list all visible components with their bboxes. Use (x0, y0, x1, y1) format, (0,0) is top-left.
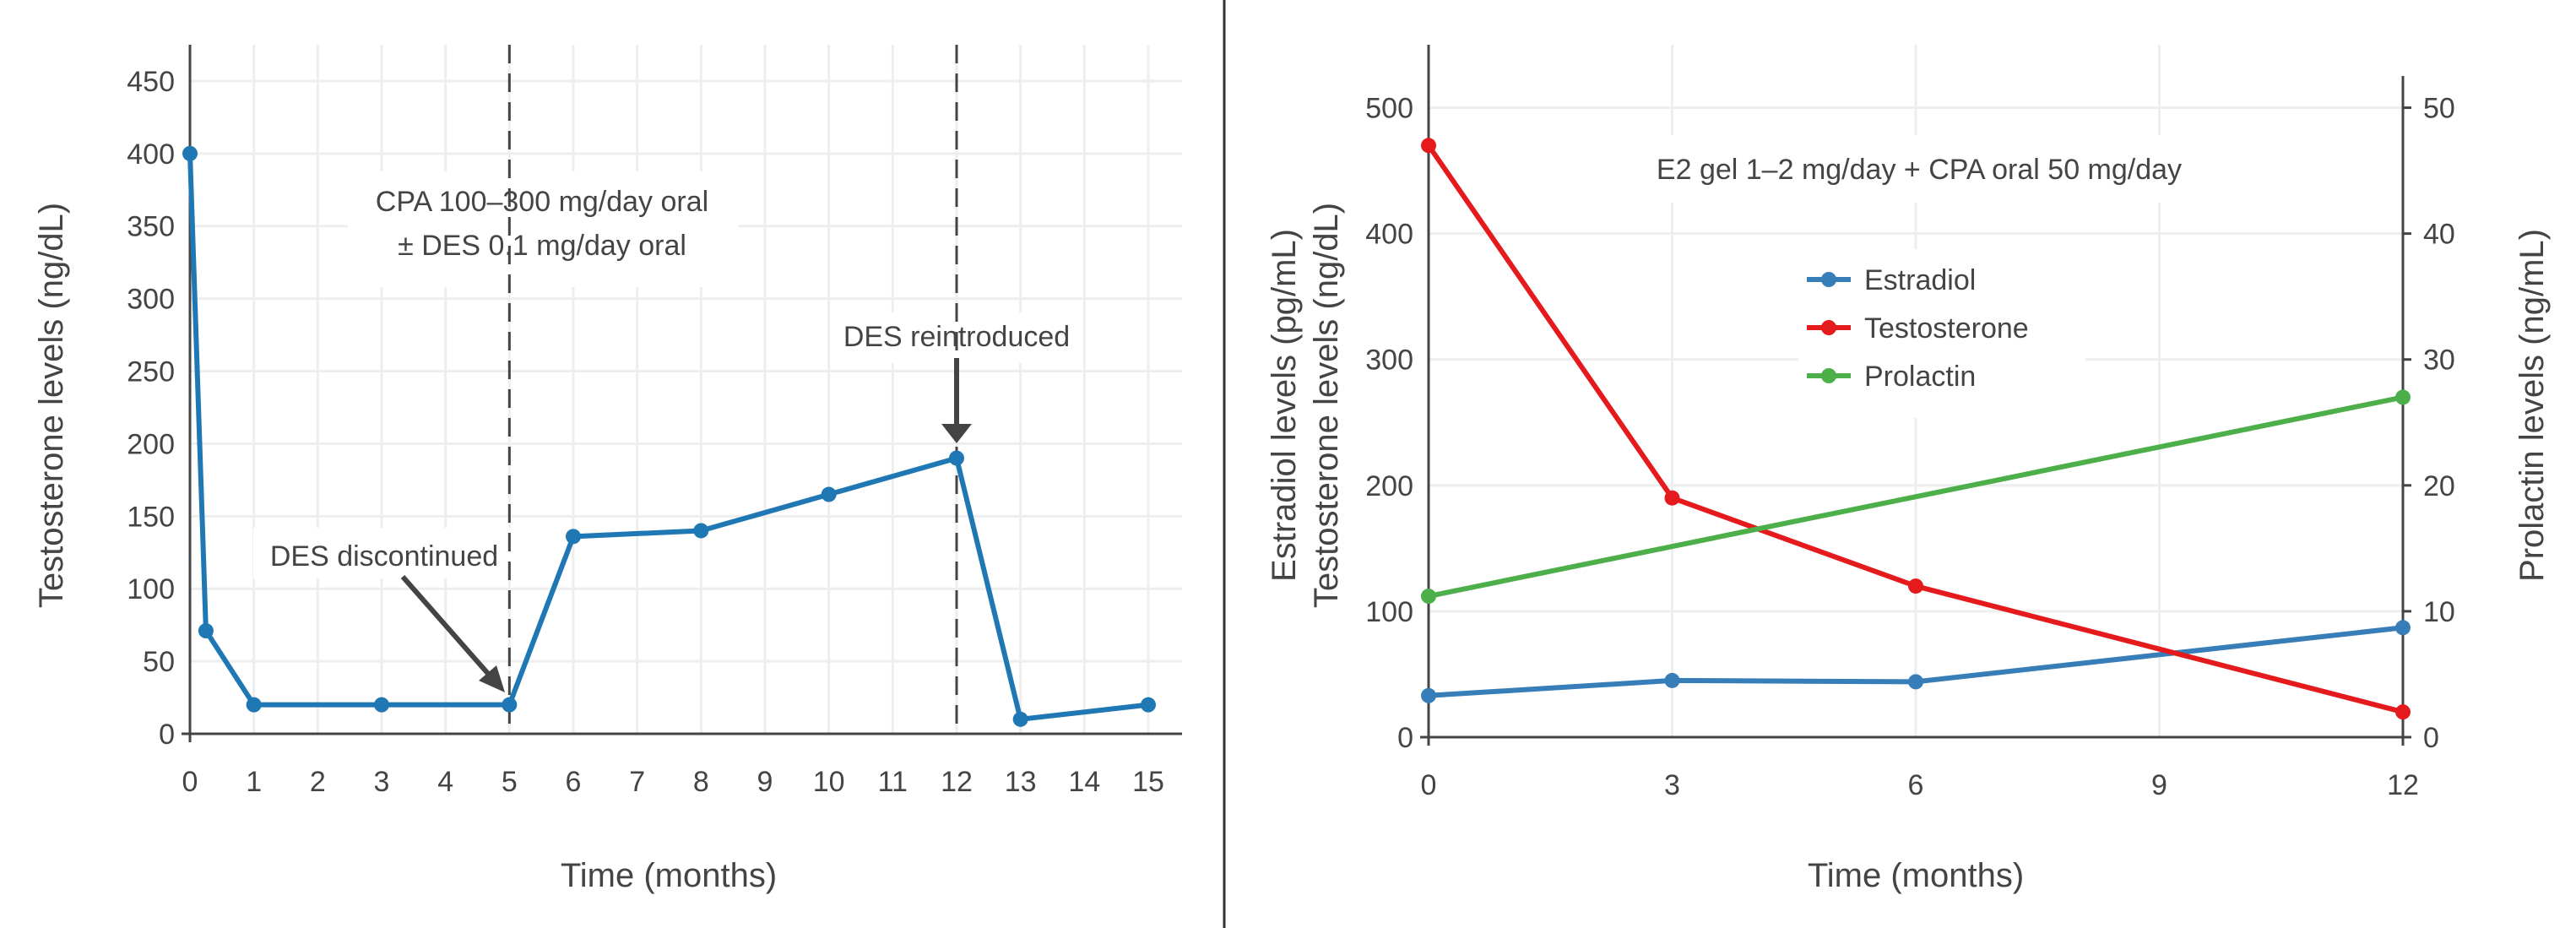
data-point (1012, 711, 1028, 727)
right-y2-axis-title: Prolactin levels (ng/mL) (2514, 229, 2551, 582)
data-point (182, 145, 198, 161)
y-tick-label: 200 (127, 428, 175, 460)
arrowhead-icon (941, 424, 972, 443)
des-reintroduced-label: DES reintroduced (843, 321, 1070, 353)
y-tick-label: 400 (127, 138, 175, 171)
x-tick-label: 9 (757, 766, 773, 798)
y-tick-label: 50 (143, 646, 175, 678)
testosterone-line (1426, 144, 2404, 715)
x-tick-label: 12 (2387, 769, 2419, 801)
y2-tick-label: 40 (2423, 219, 2455, 251)
data-point (198, 623, 214, 639)
right-x-axis-title: Time (months) (1808, 857, 2024, 894)
estradiol-data-point (1664, 672, 1680, 688)
x-tick-label: 6 (1908, 769, 1924, 801)
testosterone-data-point (1908, 578, 1923, 594)
prolactin-line (1428, 394, 2404, 599)
data-point (949, 450, 964, 466)
y-tick-label: 150 (127, 501, 175, 533)
y2-tick-label: 30 (2423, 345, 2455, 377)
left-y-axis-title: Testosterone levels (ng/dL) (33, 203, 70, 608)
legend-marker-estradiol (1821, 272, 1836, 287)
data-point (374, 697, 389, 713)
y-tick-label: 0 (1397, 722, 1413, 754)
x-tick-label: 10 (813, 766, 845, 798)
x-tick-label: 3 (1664, 769, 1680, 801)
data-point (246, 697, 262, 713)
y-tick-label: 450 (127, 66, 175, 98)
left-chart: 0 1 2 3 4 5 6 7 8 9 10 11 12 13 14 15050100150200250300… (127, 45, 1182, 798)
x-tick-label: 12 (941, 766, 973, 798)
y2-tick-label: 20 (2423, 470, 2455, 502)
x-tick-label: 11 (878, 766, 908, 798)
x-tick-label: 2 (310, 766, 326, 798)
estradiol-data-point (1908, 674, 1923, 690)
x-tick-label: 0 (1421, 769, 1437, 801)
legend-label-estradiol: Estradiol (1864, 264, 1976, 296)
left-x-axis-title: Time (months) (561, 857, 777, 894)
y2-tick-label: 0 (2423, 722, 2439, 754)
y-tick-label: 500 (1365, 93, 1413, 125)
x-tick-label: 6 (566, 766, 582, 798)
right-y-axis-title-estradiol: Estradiol levels (pg/mL) (1266, 229, 1303, 582)
estradiol-data-point (1421, 687, 1436, 703)
estradiol-line (1428, 625, 2404, 698)
testosterone-data-point (2395, 704, 2411, 720)
arrowhead-icon (479, 665, 505, 692)
x-tick-label: 8 (693, 766, 709, 798)
x-tick-label: 13 (1005, 766, 1037, 798)
y-tick-label: 300 (127, 284, 175, 316)
right-chart: 0 3 6 9 12010020030040050001020304050Estradi… (1365, 45, 2455, 801)
y-tick-label: 250 (127, 356, 175, 388)
annotation-box (253, 528, 511, 578)
testosterone-data-point (1664, 490, 1680, 506)
testosterone-data-point (1421, 138, 1436, 154)
legend-label-testosterone: Testosterone (1864, 312, 2029, 345)
data-point (693, 523, 709, 539)
legend-label-prolactin: Prolactin (1864, 361, 1976, 393)
x-tick-label: 9 (2151, 769, 2167, 801)
x-tick-label: 15 (1132, 766, 1164, 798)
y-tick-label: 200 (1365, 470, 1413, 502)
x-tick-label: 3 (374, 766, 390, 798)
data-point (502, 697, 518, 713)
legend-marker-prolactin (1821, 368, 1836, 383)
regimen-annotation-line2: ± DES 0.1 mg/day oral (398, 230, 686, 262)
annotation-box (1604, 135, 2229, 203)
estradiol-data-point (2395, 620, 2411, 636)
annotation-box (348, 171, 738, 287)
regimen-annotation-line1: CPA 100–300 mg/day oral (376, 186, 708, 218)
des-discontinued-label: DES discontinued (270, 540, 498, 573)
data-point (1141, 697, 1156, 713)
prolactin-data-point (2395, 389, 2411, 405)
x-tick-label: 1 (246, 766, 262, 798)
x-tick-label: 0 (182, 766, 198, 798)
y-tick-label: 100 (127, 573, 175, 605)
data-point (821, 486, 837, 502)
prolactin-data-point (1421, 589, 1436, 605)
legend-marker-testosterone (1821, 320, 1836, 335)
y-tick-label: 0 (159, 719, 175, 751)
y2-tick-label: 10 (2423, 596, 2455, 628)
arrow-des-discontinued (400, 575, 492, 677)
y2-tick-label: 50 (2423, 93, 2455, 125)
x-tick-label: 7 (629, 766, 645, 798)
y-tick-label: 350 (127, 211, 175, 243)
x-tick-label: 4 (437, 766, 453, 798)
right-y-axis-title-testosterone: Testosterone levels (ng/dL) (1308, 203, 1345, 608)
regimen-annotation: E2 gel 1–2 mg/day + CPA oral 50 mg/day (1657, 154, 2182, 186)
y-tick-label: 400 (1365, 219, 1413, 251)
data-point (566, 529, 581, 545)
annotation-box (832, 312, 1076, 363)
y-tick-label: 300 (1365, 345, 1413, 377)
x-tick-label: 5 (502, 766, 518, 798)
x-tick-label: 14 (1068, 766, 1100, 798)
y-tick-label: 100 (1365, 596, 1413, 628)
